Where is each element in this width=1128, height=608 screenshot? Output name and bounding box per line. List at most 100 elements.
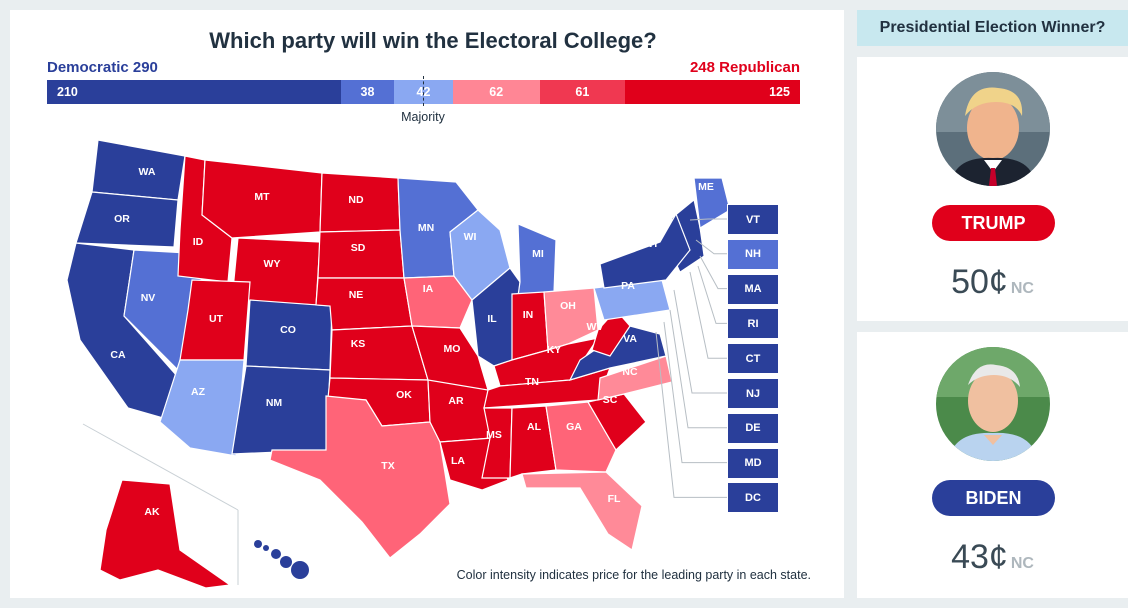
state-label-id: ID [193, 236, 204, 248]
hawaii-island-4[interactable] [291, 561, 309, 579]
leader-line-ri [697, 265, 727, 324]
biden-price: 43¢ NC [951, 538, 1034, 576]
small-state-box-nj[interactable]: NJ [727, 378, 779, 409]
inset-divider [82, 423, 239, 511]
state-label-mo: MO [444, 343, 461, 355]
democratic-total: Democratic 290 [47, 59, 158, 76]
bar-segment-dem-solid[interactable]: 210 [47, 80, 341, 104]
state-in[interactable] [511, 291, 549, 361]
leader-line-ma [699, 255, 727, 290]
state-label-ny: NY [645, 238, 660, 250]
state-label-ut: UT [209, 313, 224, 325]
state-label-wv: WV [587, 321, 604, 333]
state-ar[interactable] [427, 379, 493, 443]
state-ny[interactable] [599, 212, 691, 289]
state-ms[interactable] [481, 407, 513, 479]
us-states-map: WA OR CA NV ID MT WY UT AZ CO NM ND SD NE KS OK TX MN IA MO… [66, 139, 731, 589]
state-nc[interactable] [597, 355, 673, 401]
state-label-or: OR [114, 213, 130, 225]
state-label-ia: IA [423, 283, 434, 295]
state-al[interactable] [509, 405, 557, 479]
small-state-box-ri[interactable]: RI [727, 308, 779, 340]
majority-marker [423, 76, 424, 106]
biden-avatar [936, 347, 1050, 461]
state-nm[interactable] [231, 365, 331, 455]
leader-line-nj [673, 289, 727, 394]
state-label-va: VA [623, 333, 637, 345]
small-state-box-ct[interactable]: CT [727, 343, 779, 375]
state-fl[interactable] [521, 471, 643, 551]
state-label-nm: NM [266, 397, 283, 409]
trump-price: 50¢ NC [951, 263, 1034, 301]
bar-segment-rep-solid[interactable]: 125 [625, 80, 800, 104]
biden-button[interactable]: BIDEN [932, 480, 1055, 516]
electoral-map-panel: Which party will win the Electoral Colle… [10, 10, 844, 598]
state-label-ca: CA [110, 349, 126, 361]
state-label-oh: OH [560, 300, 576, 312]
state-label-sc: SC [603, 394, 618, 406]
state-label-wy: WY [264, 258, 281, 270]
small-state-box-nh[interactable]: NH [727, 238, 779, 270]
state-label-wa: WA [139, 166, 156, 178]
state-sd[interactable] [317, 229, 405, 279]
small-state-box-vt[interactable]: VT [727, 204, 779, 235]
hawaii-island-2[interactable] [271, 549, 281, 559]
state-ak[interactable] [99, 479, 232, 589]
state-label-nv: NV [141, 292, 156, 304]
state-label-ga: GA [566, 421, 582, 433]
state-label-ak: AK [144, 506, 160, 518]
hawaii-island-0[interactable] [254, 540, 262, 548]
state-ks[interactable] [329, 325, 429, 381]
state-label-co: CO [280, 324, 296, 336]
state-label-mi: MI [532, 248, 544, 260]
state-label-il: IL [487, 313, 497, 325]
state-label-tx: TX [381, 460, 394, 472]
state-label-nc: NC [622, 366, 638, 378]
color-intensity-note: Color intensity indicates price for the … [456, 568, 811, 582]
state-label-pa: PA [621, 280, 635, 292]
state-label-wi: WI [464, 231, 477, 243]
republican-total: 248 Republican [689, 59, 800, 76]
state-ga[interactable] [545, 401, 617, 473]
state-label-mt: MT [254, 191, 270, 203]
bar-segment-rep-likely[interactable]: 61 [539, 80, 626, 104]
state-mi[interactable] [517, 223, 557, 297]
hawaii-island-3[interactable] [280, 556, 292, 568]
hawaii-island-1[interactable] [263, 545, 269, 551]
state-or[interactable] [75, 191, 179, 248]
page-title: Which party will win the Electoral Colle… [209, 28, 657, 53]
state-label-az: AZ [191, 386, 206, 398]
state-mt[interactable] [201, 159, 323, 239]
state-oh[interactable] [543, 287, 599, 351]
state-label-ok: OK [396, 389, 412, 401]
trump-button[interactable]: TRUMP [932, 205, 1055, 241]
state-label-ks: KS [351, 338, 366, 350]
state-az[interactable] [159, 359, 245, 457]
candidate-card-trump[interactable]: TRUMP 50¢ NC [857, 57, 1128, 321]
state-label-fl: FL [608, 493, 621, 505]
small-state-box-md[interactable]: MD [727, 447, 779, 479]
small-state-box-ma[interactable]: MA [727, 273, 779, 305]
state-tx[interactable] [269, 395, 451, 559]
trump-avatar [936, 72, 1050, 186]
state-label-nd: ND [348, 194, 364, 206]
sidebar-heading: Presidential Election Winner? [857, 10, 1128, 46]
state-label-ne: NE [349, 289, 364, 301]
state-label-mn: MN [418, 222, 434, 234]
state-ia[interactable] [403, 275, 473, 329]
state-label-la: LA [451, 455, 465, 467]
small-state-box-dc[interactable]: DC [727, 482, 779, 514]
bar-segment-dem-likely[interactable]: 38 [340, 80, 395, 104]
leader-line-dc [655, 331, 727, 498]
state-label-ms: MS [486, 429, 502, 441]
small-state-box-de[interactable]: DE [727, 412, 779, 444]
candidate-card-biden[interactable]: BIDEN 43¢ NC [857, 332, 1128, 598]
state-label-sd: SD [351, 242, 366, 254]
bar-segment-rep-lean[interactable]: 62 [452, 80, 540, 104]
state-label-me: ME [698, 181, 714, 193]
state-label-ky: KY [547, 344, 562, 356]
state-label-ar: AR [448, 395, 464, 407]
state-label-in: IN [523, 309, 534, 321]
leader-line-de [669, 309, 727, 429]
leader-line-md [663, 321, 727, 464]
